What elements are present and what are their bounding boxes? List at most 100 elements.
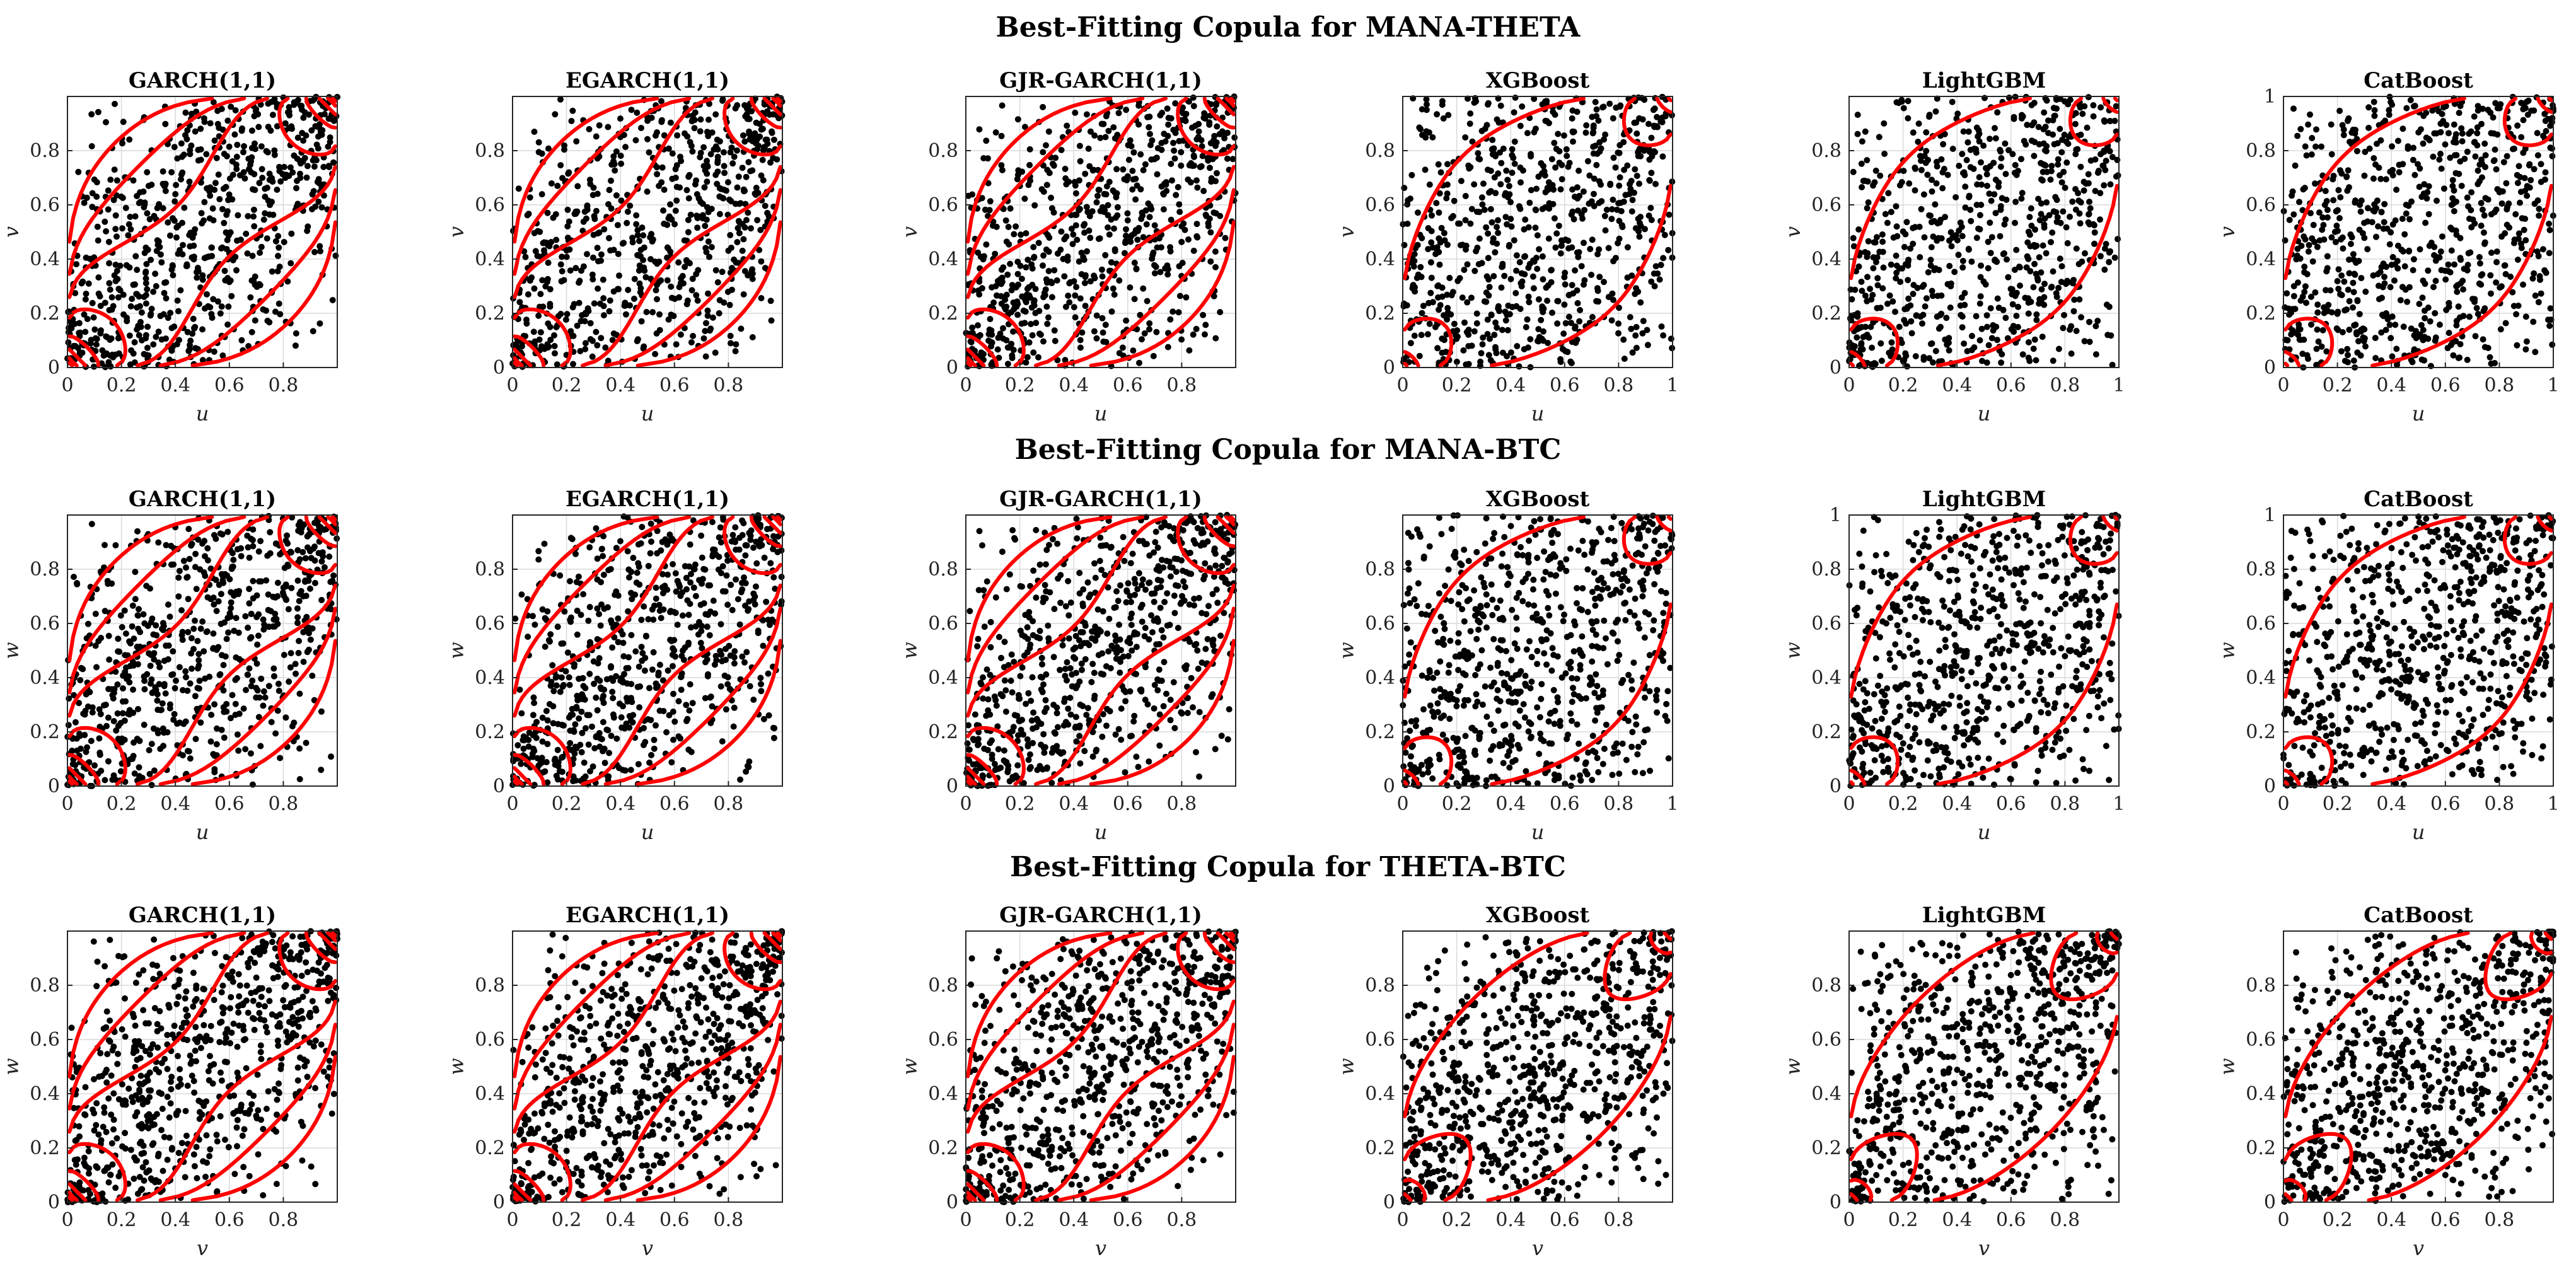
data-point: [644, 188, 651, 195]
data-point: [726, 301, 733, 308]
data-point: [2474, 311, 2481, 318]
data-point: [319, 127, 326, 134]
data-point: [1967, 164, 1974, 171]
data-point: [2387, 335, 2394, 342]
data-point: [1957, 302, 1964, 309]
data-point: [2097, 104, 2104, 111]
data-point: [1517, 206, 1524, 212]
data-point: [1183, 294, 1190, 301]
data-point: [132, 253, 139, 260]
data-point: [1639, 116, 1646, 123]
data-point: [1040, 262, 1046, 269]
data-point: [2344, 345, 2351, 352]
data-point: [122, 204, 129, 211]
data-point: [1874, 234, 1880, 241]
data-point: [2049, 229, 2056, 236]
contour-line: [67, 96, 337, 368]
data-point: [1624, 162, 1631, 169]
data-point: [596, 122, 603, 129]
data-point: [1146, 124, 1152, 130]
data-point: [1555, 130, 1562, 137]
data-point: [2389, 221, 2396, 228]
data-point: [1115, 110, 1122, 117]
data-point: [2290, 211, 2297, 218]
data-point: [2005, 274, 2012, 281]
data-point: [2321, 304, 2328, 311]
data-point: [1865, 238, 1872, 245]
data-point: [2476, 178, 2483, 185]
data-point: [190, 625, 197, 632]
data-point: [658, 98, 664, 105]
data-point: [1005, 224, 1012, 230]
data-point: [681, 237, 688, 244]
data-point: [1867, 286, 1874, 292]
data-point: [1936, 219, 1943, 226]
data-point: [2031, 336, 2038, 343]
data-point: [2043, 250, 2050, 257]
data-point: [1905, 277, 1912, 284]
data-point: [716, 297, 723, 304]
data-point: [673, 197, 680, 204]
data-point: [2084, 124, 2091, 131]
data-point: [742, 113, 749, 120]
data-point: [130, 177, 137, 184]
data-point: [2107, 248, 2113, 255]
data-point: [1934, 313, 1941, 320]
data-point: [180, 241, 186, 248]
data-point: [2065, 101, 2072, 108]
data-point: [1018, 275, 1025, 282]
data-point: [2072, 186, 2079, 192]
data-point: [1508, 223, 1515, 230]
data-point: [144, 323, 151, 330]
data-point: [1132, 175, 1139, 182]
data-point: [1633, 323, 1640, 330]
data-point: [613, 148, 620, 155]
data-point: [1987, 219, 1993, 226]
data-point: [1011, 306, 1018, 313]
data-point: [162, 120, 169, 127]
data-point: [2002, 171, 2009, 177]
data-point: [2440, 185, 2447, 192]
data-point: [1963, 157, 1970, 163]
data-point: [2041, 109, 2048, 116]
data-point: [1489, 137, 1496, 143]
data-point: [1171, 155, 1178, 162]
data-point: [1407, 195, 1413, 202]
data-point: [1205, 157, 1212, 164]
data-point: [2019, 190, 2026, 197]
data-point: [136, 332, 142, 339]
data-point: [1946, 263, 1953, 269]
data-point: [286, 104, 293, 110]
data-point: [1488, 219, 1495, 226]
data-point: [704, 204, 711, 211]
data-point: [1007, 205, 1014, 212]
data-point: [522, 333, 529, 340]
data-point: [584, 203, 591, 210]
data-point: [1601, 279, 1607, 286]
data-point: [1590, 150, 1597, 157]
data-point: [214, 298, 221, 305]
data-point: [2090, 113, 2097, 120]
data-point: [2452, 227, 2459, 234]
data-point: [1965, 128, 1972, 135]
data-point: [228, 103, 235, 110]
data-point: [2493, 206, 2500, 213]
data-point: [729, 265, 735, 272]
data-point: [1436, 235, 1442, 242]
data-point: [1612, 164, 1619, 171]
data-point: [2396, 161, 2403, 168]
y-axis-label: v: [2215, 226, 2239, 238]
data-point: [2459, 277, 2466, 284]
data-point: [1997, 163, 2004, 170]
data-point: [1017, 262, 1024, 269]
data-point: [2002, 315, 2009, 321]
data-point: [1912, 187, 1918, 194]
data-point: [1123, 226, 1129, 233]
data-point: [1478, 127, 1485, 134]
data-point: [1065, 292, 1072, 299]
data-point: [2106, 303, 2113, 310]
data-point: [1560, 132, 1567, 139]
data-point: [1555, 223, 1562, 229]
data-point: [256, 180, 263, 187]
data-point: [1871, 179, 1878, 186]
